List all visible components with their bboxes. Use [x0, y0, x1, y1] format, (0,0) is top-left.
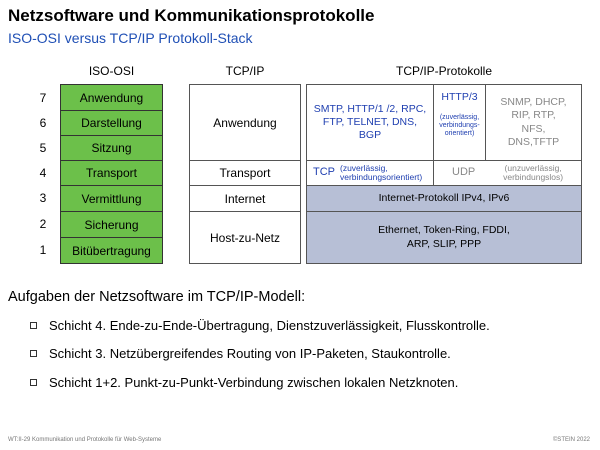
- protocol-http3: HTTP/3: [441, 91, 478, 103]
- protocols-application-main: SMTP, HTTP/1 /2, RPC, FTP, TELNET, DNS, …: [306, 84, 434, 161]
- layer-number: 2: [39, 217, 47, 231]
- protocols-tcp-cell: TCP (zuverlässig, verbindungsorientiert): [306, 160, 434, 186]
- protocol-udp-note: (unzuverlässig, verbindungslos): [503, 162, 564, 182]
- tcpip-layer-internet: Internet: [189, 185, 301, 212]
- list-item: Schicht 3. Netzübergreifendes Routing vo…: [30, 346, 451, 361]
- osi-layer-session: Sitzung: [60, 135, 163, 161]
- tcpip-layer-transport: Transport: [189, 160, 301, 186]
- bullet-square-icon: [30, 350, 37, 357]
- list-item: Schicht 1+2. Punkt-zu-Punkt-Verbindung z…: [30, 375, 458, 390]
- protocol-udp: UDP: [452, 166, 476, 179]
- tcpip-layer-host-to-network: Host-zu-Netz: [189, 211, 301, 264]
- footer-left: WT:II-29 Kommunikation und Protokolle fü…: [8, 437, 162, 443]
- page-title: Netzsoftware und Kommunikationsprotokoll…: [8, 6, 375, 25]
- page-subtitle: ISO-OSI versus TCP/IP Protokoll-Stack: [8, 30, 253, 46]
- list-item: Schicht 4. Ende-zu-Ende-Übertragung, Die…: [30, 318, 490, 333]
- osi-layer-datalink: Sicherung: [60, 211, 163, 238]
- layer-number: 7: [39, 91, 47, 105]
- protocol-tcp: TCP: [313, 166, 335, 179]
- osi-layer-application: Anwendung: [60, 84, 163, 111]
- list-item-text: Schicht 4. Ende-zu-Ende-Übertragung, Die…: [49, 318, 490, 333]
- osi-layer-physical: Bitübertragung: [60, 237, 163, 264]
- protocols-link-layer: Ethernet, Token-Ring, FDDI, ARP, SLIP, P…: [306, 211, 582, 264]
- layer-number: 4: [39, 166, 47, 180]
- column-header-osi: ISO-OSI: [88, 64, 135, 78]
- protocols-udp-cell: UDP (unzuverlässig, verbindungslos): [433, 160, 582, 186]
- bullet-square-icon: [30, 379, 37, 386]
- layer-number: 5: [39, 141, 47, 155]
- tcpip-layer-application: Anwendung: [189, 84, 301, 161]
- tasks-heading: Aufgaben der Netzsoftware im TCP/IP-Mode…: [8, 289, 306, 305]
- protocols-http3-cell: HTTP/3 (zuverlässig, verbindungs-orienti…: [433, 84, 486, 161]
- footer-right: ©STEIN 2022: [552, 437, 590, 443]
- layer-number: 3: [39, 191, 47, 205]
- column-header-protocols: TCP/IP-Protokolle: [395, 64, 493, 78]
- osi-layer-transport: Transport: [60, 160, 163, 186]
- bullet-square-icon: [30, 322, 37, 329]
- column-header-tcpip: TCP/IP: [225, 64, 265, 78]
- protocols-internet: Internet-Protokoll IPv4, IPv6: [306, 185, 582, 212]
- protocol-http3-note: (zuverlässig, verbindungs-orientiert): [439, 114, 480, 138]
- layer-number: 6: [39, 116, 47, 130]
- osi-layer-network: Vermittlung: [60, 185, 163, 212]
- osi-layer-presentation: Darstellung: [60, 110, 163, 136]
- list-item-text: Schicht 1+2. Punkt-zu-Punkt-Verbindung z…: [49, 375, 459, 390]
- protocols-application-other: SNMP, DHCP, RIP, RTP, NFS, DNS,TFTP: [485, 84, 582, 161]
- protocol-tcp-note: (zuverlässig, verbindungsorientiert): [340, 162, 423, 182]
- layer-number: 1: [39, 243, 47, 257]
- list-item-text: Schicht 3. Netzübergreifendes Routing vo…: [49, 346, 451, 361]
